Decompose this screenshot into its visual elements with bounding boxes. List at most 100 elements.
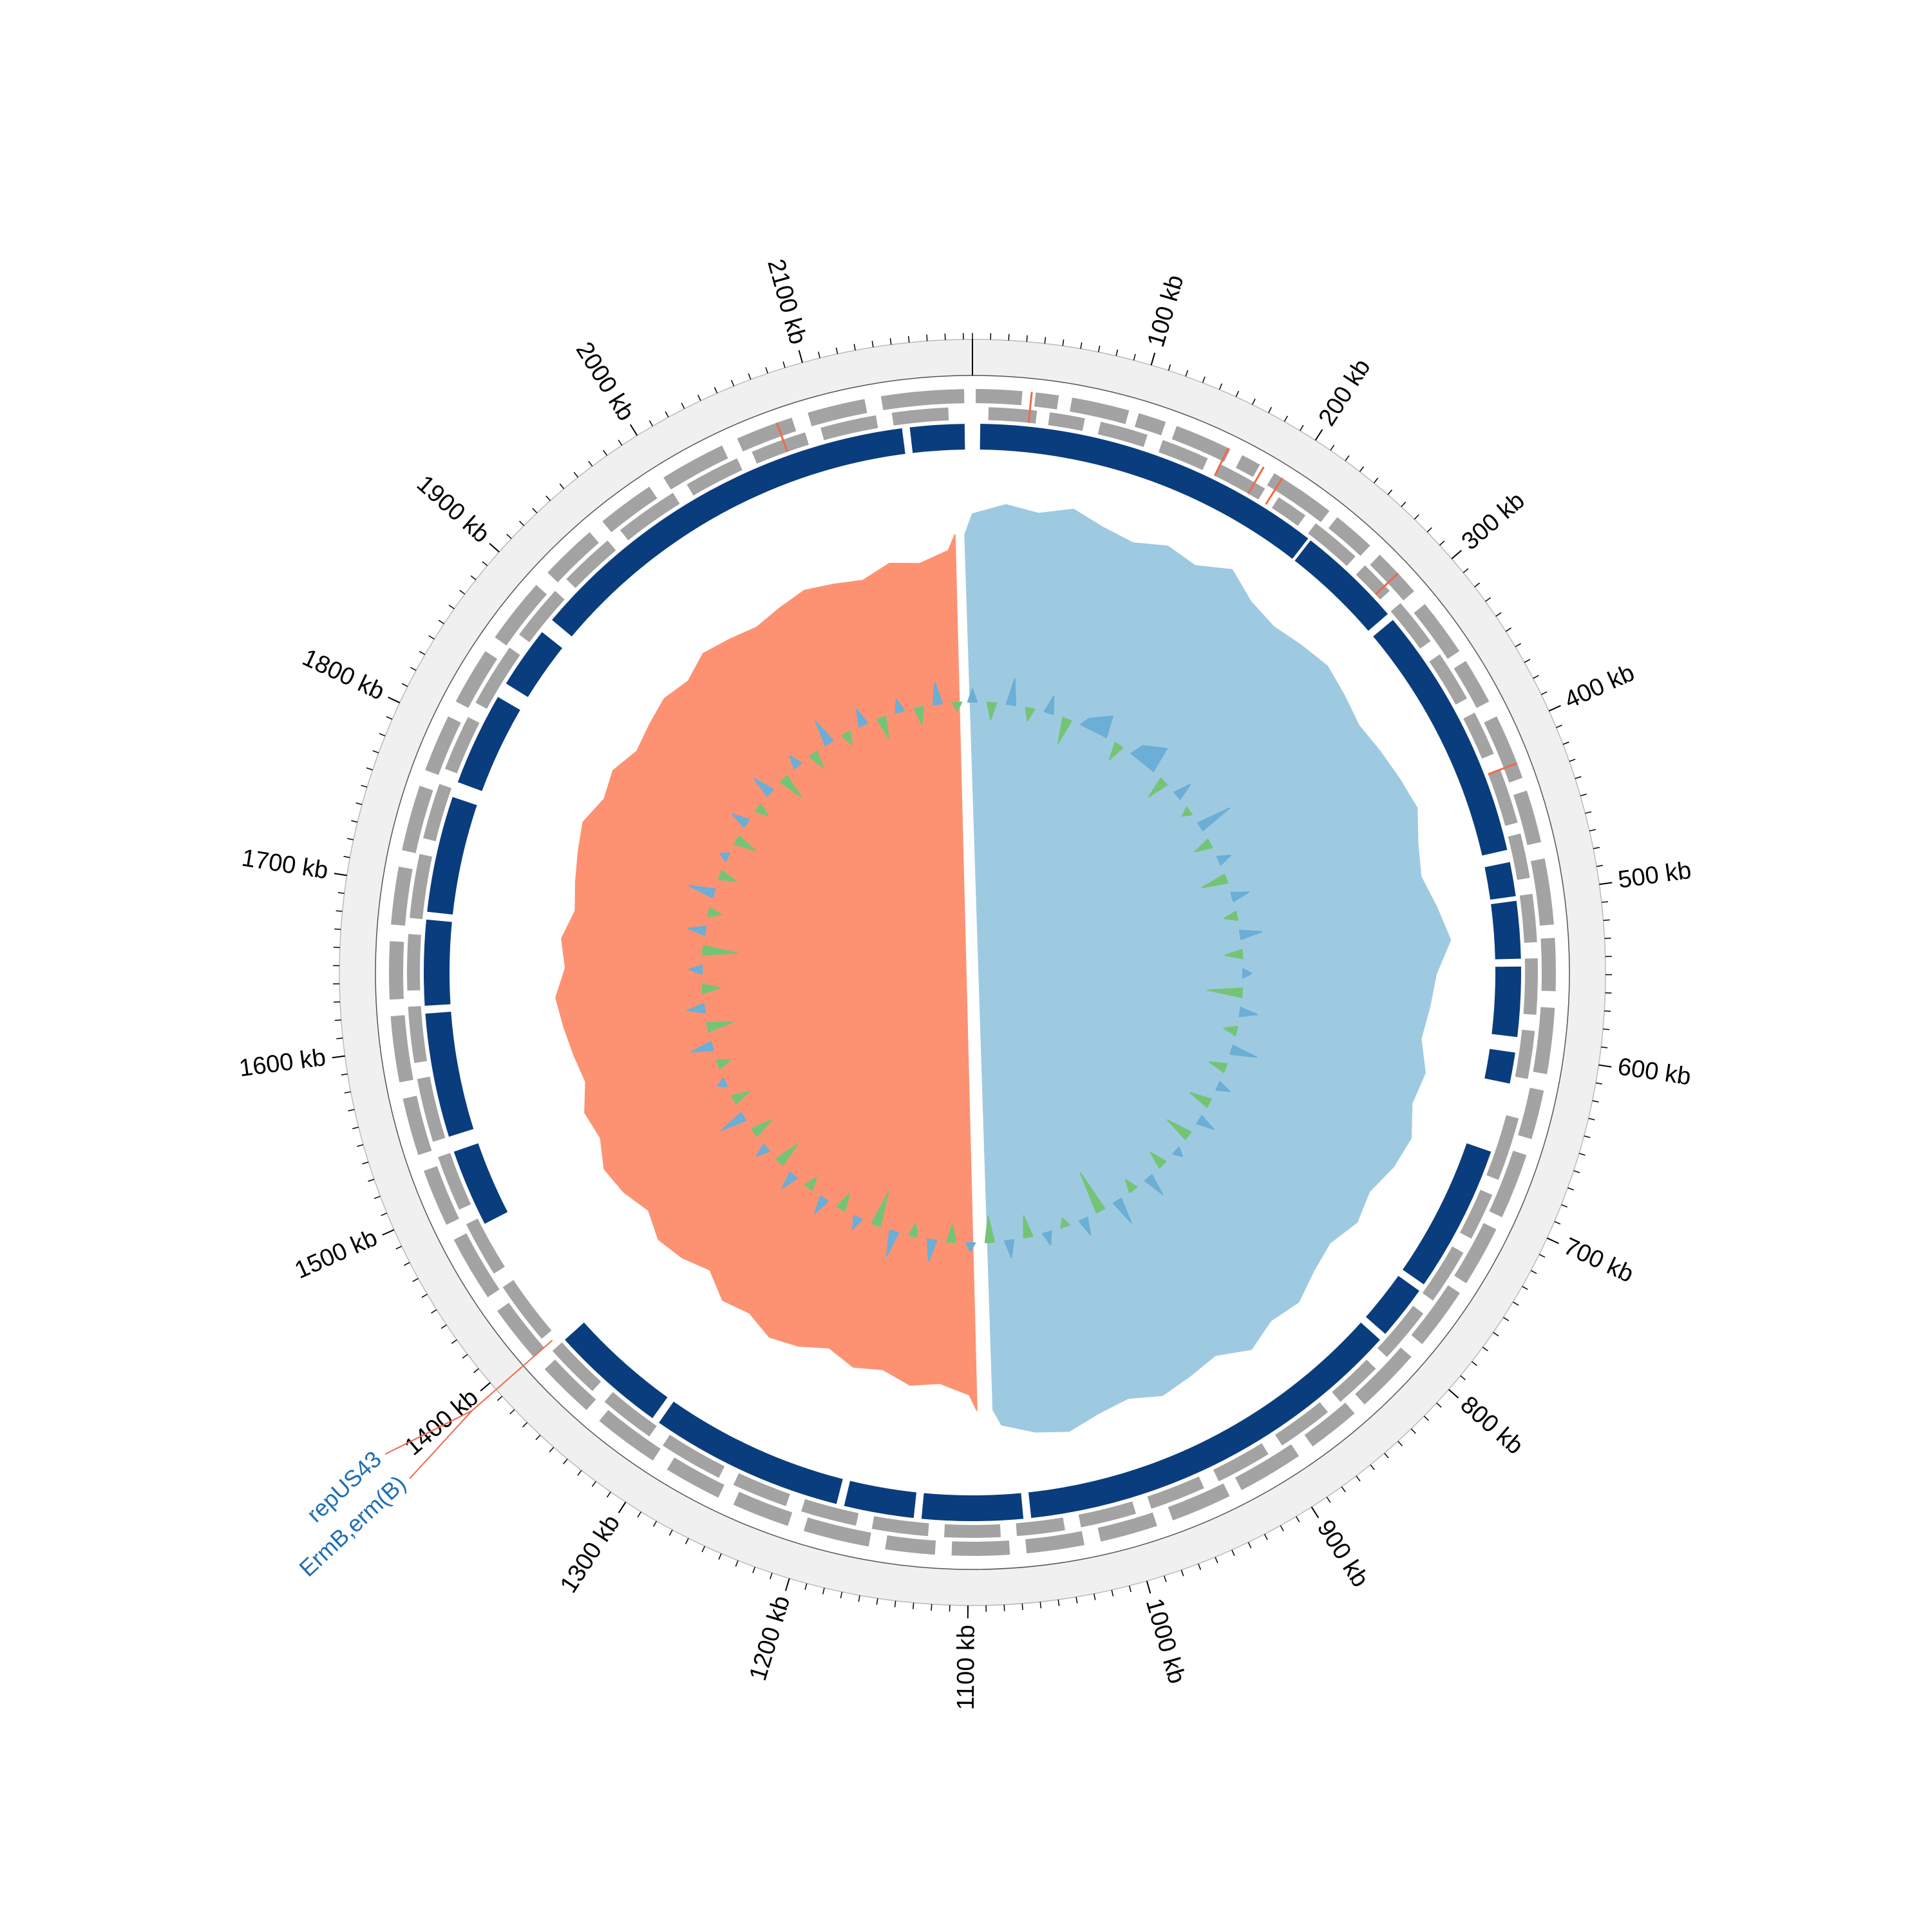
minor-tick [1533, 675, 1539, 679]
gene-reverse [891, 407, 949, 426]
rna-feature [1027, 392, 1033, 423]
minor-tick [718, 1553, 722, 1560]
gene-forward [453, 1233, 500, 1298]
minor-tick [1128, 1586, 1132, 1593]
minor-tick [410, 667, 417, 671]
gene-reverse [1429, 654, 1468, 705]
minor-tick [1539, 1254, 1546, 1258]
gene-forward [1540, 938, 1556, 992]
gene-reverse [417, 1076, 446, 1142]
homology-block [453, 1143, 508, 1224]
minor-tick [1185, 370, 1189, 377]
minor-tick [451, 1339, 457, 1344]
gene-reverse [1515, 1029, 1535, 1079]
gene-reverse [663, 1434, 725, 1478]
gene-reverse [408, 1006, 428, 1063]
gene-forward [402, 786, 433, 853]
minor-tick [341, 1073, 348, 1075]
gene-reverse [407, 934, 421, 991]
gene-forward [1489, 1150, 1527, 1218]
minor-tick [681, 402, 685, 409]
major-tick [784, 1578, 790, 1591]
minor-tick [357, 1144, 364, 1147]
minor-tick [1283, 415, 1288, 422]
minor-tick [1585, 811, 1592, 814]
x-tick-label: 1900 kb [412, 470, 495, 548]
minor-tick [343, 856, 350, 858]
minor-tick [603, 450, 608, 456]
gene-forward [1513, 790, 1542, 846]
homology-block [427, 797, 477, 915]
gene-forward [1171, 426, 1231, 462]
gene-forward [733, 1492, 793, 1526]
minor-tick [1463, 568, 1469, 573]
minor-tick [1601, 1046, 1608, 1048]
minor-tick [652, 1520, 658, 1527]
minor-tick [379, 733, 386, 737]
homology-block [457, 697, 520, 791]
major-tick [1451, 549, 1462, 560]
minor-tick [591, 1481, 597, 1487]
x-tick-label: 1000 kb [1141, 1595, 1191, 1687]
minor-tick [362, 1161, 369, 1165]
minor-tick [1604, 1010, 1611, 1012]
homology-block [1492, 966, 1521, 1037]
minor-tick [735, 1560, 739, 1567]
gene-forward [1530, 858, 1554, 926]
major-tick [1146, 1580, 1151, 1594]
minor-tick [412, 1278, 419, 1282]
gene-forward [1235, 455, 1260, 477]
minor-tick [462, 1354, 468, 1359]
minor-tick [1485, 597, 1492, 602]
minor-tick [701, 1546, 706, 1553]
rna-feature [1265, 477, 1283, 505]
minor-tick [381, 1213, 388, 1217]
gene-reverse [1158, 440, 1208, 470]
minor-tick [1384, 1452, 1389, 1459]
minor-tick [835, 347, 838, 354]
gene-reverse [1271, 497, 1306, 526]
minor-tick [1218, 383, 1223, 390]
minor-tick [1198, 1563, 1202, 1570]
minor-tick [1426, 527, 1432, 533]
major-tick [480, 1382, 491, 1392]
gene-reverse [988, 407, 1037, 424]
gene-reverse [687, 458, 743, 496]
x-tick-label: 300 kb [1457, 487, 1530, 555]
gene-forward [737, 417, 797, 452]
minor-tick [858, 1595, 860, 1602]
gene-reverse [444, 717, 480, 773]
minor-tick [577, 1470, 582, 1476]
major-tick [1598, 1064, 1612, 1068]
minor-tick [606, 1492, 611, 1498]
x-tick-label: 100 kb [1142, 272, 1189, 350]
gene-reverse [871, 1516, 929, 1537]
gene-reverse [1147, 1476, 1204, 1509]
minor-tick [1584, 1135, 1591, 1139]
minor-tick [535, 1434, 541, 1441]
minor-tick [1268, 406, 1273, 413]
minor-tick [1423, 1416, 1429, 1421]
gene-forward [1355, 1347, 1412, 1405]
gene-forward [976, 389, 1023, 406]
minor-tick [1580, 793, 1587, 797]
gene-forward [1025, 1531, 1084, 1554]
gene-forward [391, 866, 413, 926]
major-tick [1311, 1506, 1320, 1519]
gene-reverse [1523, 958, 1538, 1015]
gene-forward [1070, 397, 1130, 424]
minor-tick [473, 1368, 479, 1374]
minor-tick [1578, 1153, 1586, 1156]
gene-reverse [733, 1473, 790, 1506]
gc-skew-area [555, 534, 978, 1411]
minor-tick [1482, 1347, 1488, 1352]
gene-reverse [1308, 523, 1356, 566]
gene-reverse [1078, 1501, 1136, 1528]
gene-forward [599, 1410, 661, 1461]
minor-tick [1515, 643, 1521, 647]
minor-tick [573, 471, 579, 478]
minor-tick [559, 483, 565, 489]
minor-tick [401, 683, 408, 687]
minor-tick [1588, 1117, 1595, 1121]
x-tick-label: 1200 kb [744, 1593, 795, 1684]
